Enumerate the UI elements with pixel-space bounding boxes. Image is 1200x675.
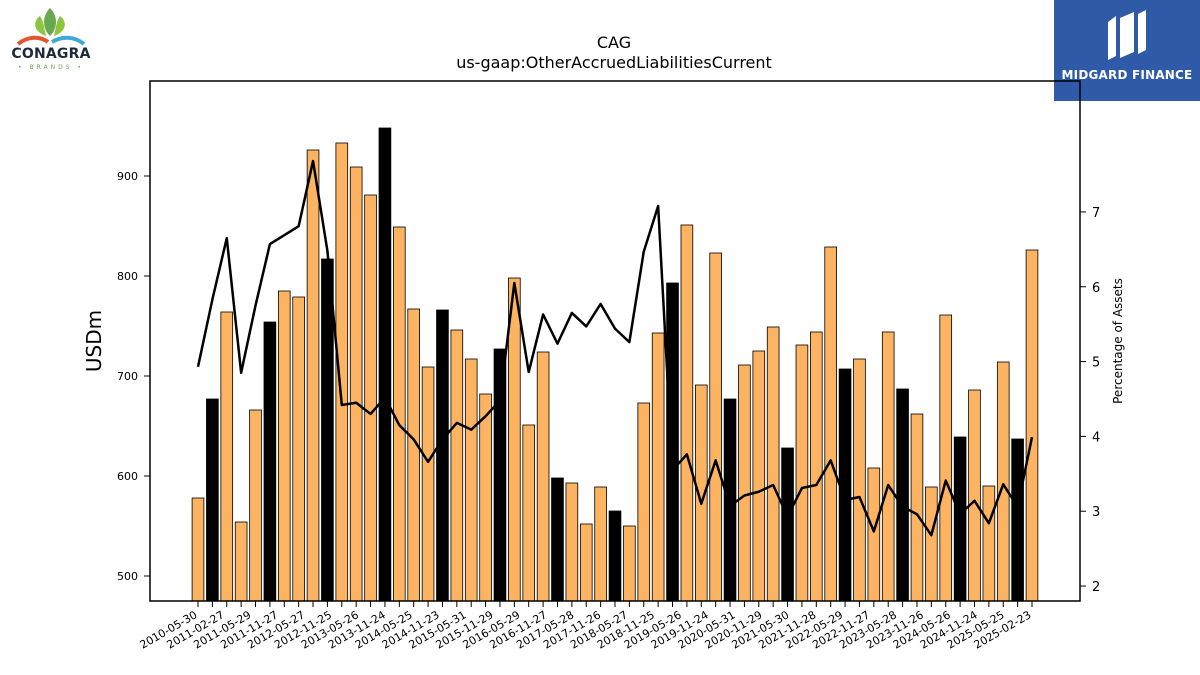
bar	[479, 393, 492, 602]
midgard-mark-icon	[1108, 10, 1146, 60]
bar	[1025, 249, 1039, 602]
y2-tick-label: 5	[1092, 356, 1100, 371]
percentage-line	[196, 159, 1034, 537]
y2-tick-label: 2	[1092, 580, 1100, 595]
leaf-icon	[16, 8, 86, 46]
bar	[637, 402, 651, 602]
bar	[277, 290, 291, 602]
bar	[393, 226, 406, 602]
bar	[579, 523, 593, 602]
bar	[853, 358, 866, 602]
conagra-logo: CONAGRA • BRANDS •	[0, 0, 100, 80]
bar	[795, 344, 809, 602]
y-tick-label: 900	[117, 170, 138, 183]
y-tick-label: 500	[117, 570, 138, 583]
bar	[378, 127, 392, 602]
bar	[910, 413, 924, 602]
bar	[292, 296, 305, 602]
bar	[752, 350, 766, 602]
bar	[939, 314, 953, 602]
bar	[651, 332, 665, 602]
y-axis-label: USDm	[82, 310, 106, 372]
y-axis-left: 500 600 700 800 900	[117, 170, 150, 583]
bar	[867, 467, 881, 602]
bar	[709, 252, 722, 602]
bar	[738, 364, 751, 602]
bar	[723, 398, 737, 602]
bar	[925, 486, 938, 602]
bar	[1011, 438, 1024, 602]
y2-tick-label: 3	[1092, 505, 1100, 520]
bar	[680, 224, 694, 602]
midgard-logo: MIDGARD FINANCE	[1054, 0, 1200, 101]
bar	[522, 424, 536, 602]
bar	[206, 398, 219, 602]
bar	[220, 311, 234, 602]
bar	[565, 482, 579, 602]
line-series	[196, 159, 1034, 537]
bar	[594, 486, 607, 602]
bar	[551, 477, 564, 602]
y-axis-right: 2 3 4 5 6 7	[1080, 206, 1100, 595]
bar	[982, 485, 996, 602]
bar	[234, 521, 248, 602]
bar	[364, 194, 377, 602]
bar	[623, 525, 636, 602]
bar	[436, 309, 449, 602]
bar	[450, 329, 464, 602]
bar	[608, 510, 622, 602]
y2-tick-label: 4	[1092, 430, 1100, 445]
y-tick-label: 800	[117, 270, 138, 283]
conagra-brand-sub: • BRANDS •	[18, 64, 84, 71]
bar	[968, 389, 981, 602]
bar	[896, 388, 909, 602]
conagra-brand-name: CONAGRA	[11, 46, 91, 62]
y-tick-label: 600	[117, 470, 138, 483]
bar	[407, 308, 420, 602]
bar	[781, 447, 794, 602]
chart-subtitle: us-gaap:OtherAccruedLiabilitiesCurrent	[456, 53, 772, 72]
bar	[349, 166, 363, 602]
bar	[421, 366, 435, 602]
bar	[824, 246, 837, 602]
y-tick-label: 700	[117, 370, 138, 383]
bar	[881, 331, 895, 602]
bar	[493, 348, 507, 602]
bar	[464, 358, 478, 602]
bar	[810, 331, 823, 602]
bar	[536, 351, 550, 602]
bar	[953, 436, 967, 602]
bar	[191, 497, 205, 602]
y2-tick-label: 6	[1092, 281, 1100, 296]
bar	[263, 321, 277, 602]
bar	[996, 361, 1010, 602]
chart-title: CAG	[597, 33, 631, 52]
bar	[766, 326, 780, 602]
bar	[321, 258, 334, 602]
bar	[306, 149, 320, 602]
y2-tick-label: 7	[1092, 206, 1100, 221]
midgard-brand-name: MIDGARD FINANCE	[1061, 68, 1193, 82]
bar	[249, 409, 262, 602]
bar	[666, 282, 679, 602]
x-axis: 2010-05-302011-02-272011-05-292011-11-27…	[138, 601, 1034, 652]
y2-axis-label: Percentage of Assets	[1111, 278, 1125, 404]
